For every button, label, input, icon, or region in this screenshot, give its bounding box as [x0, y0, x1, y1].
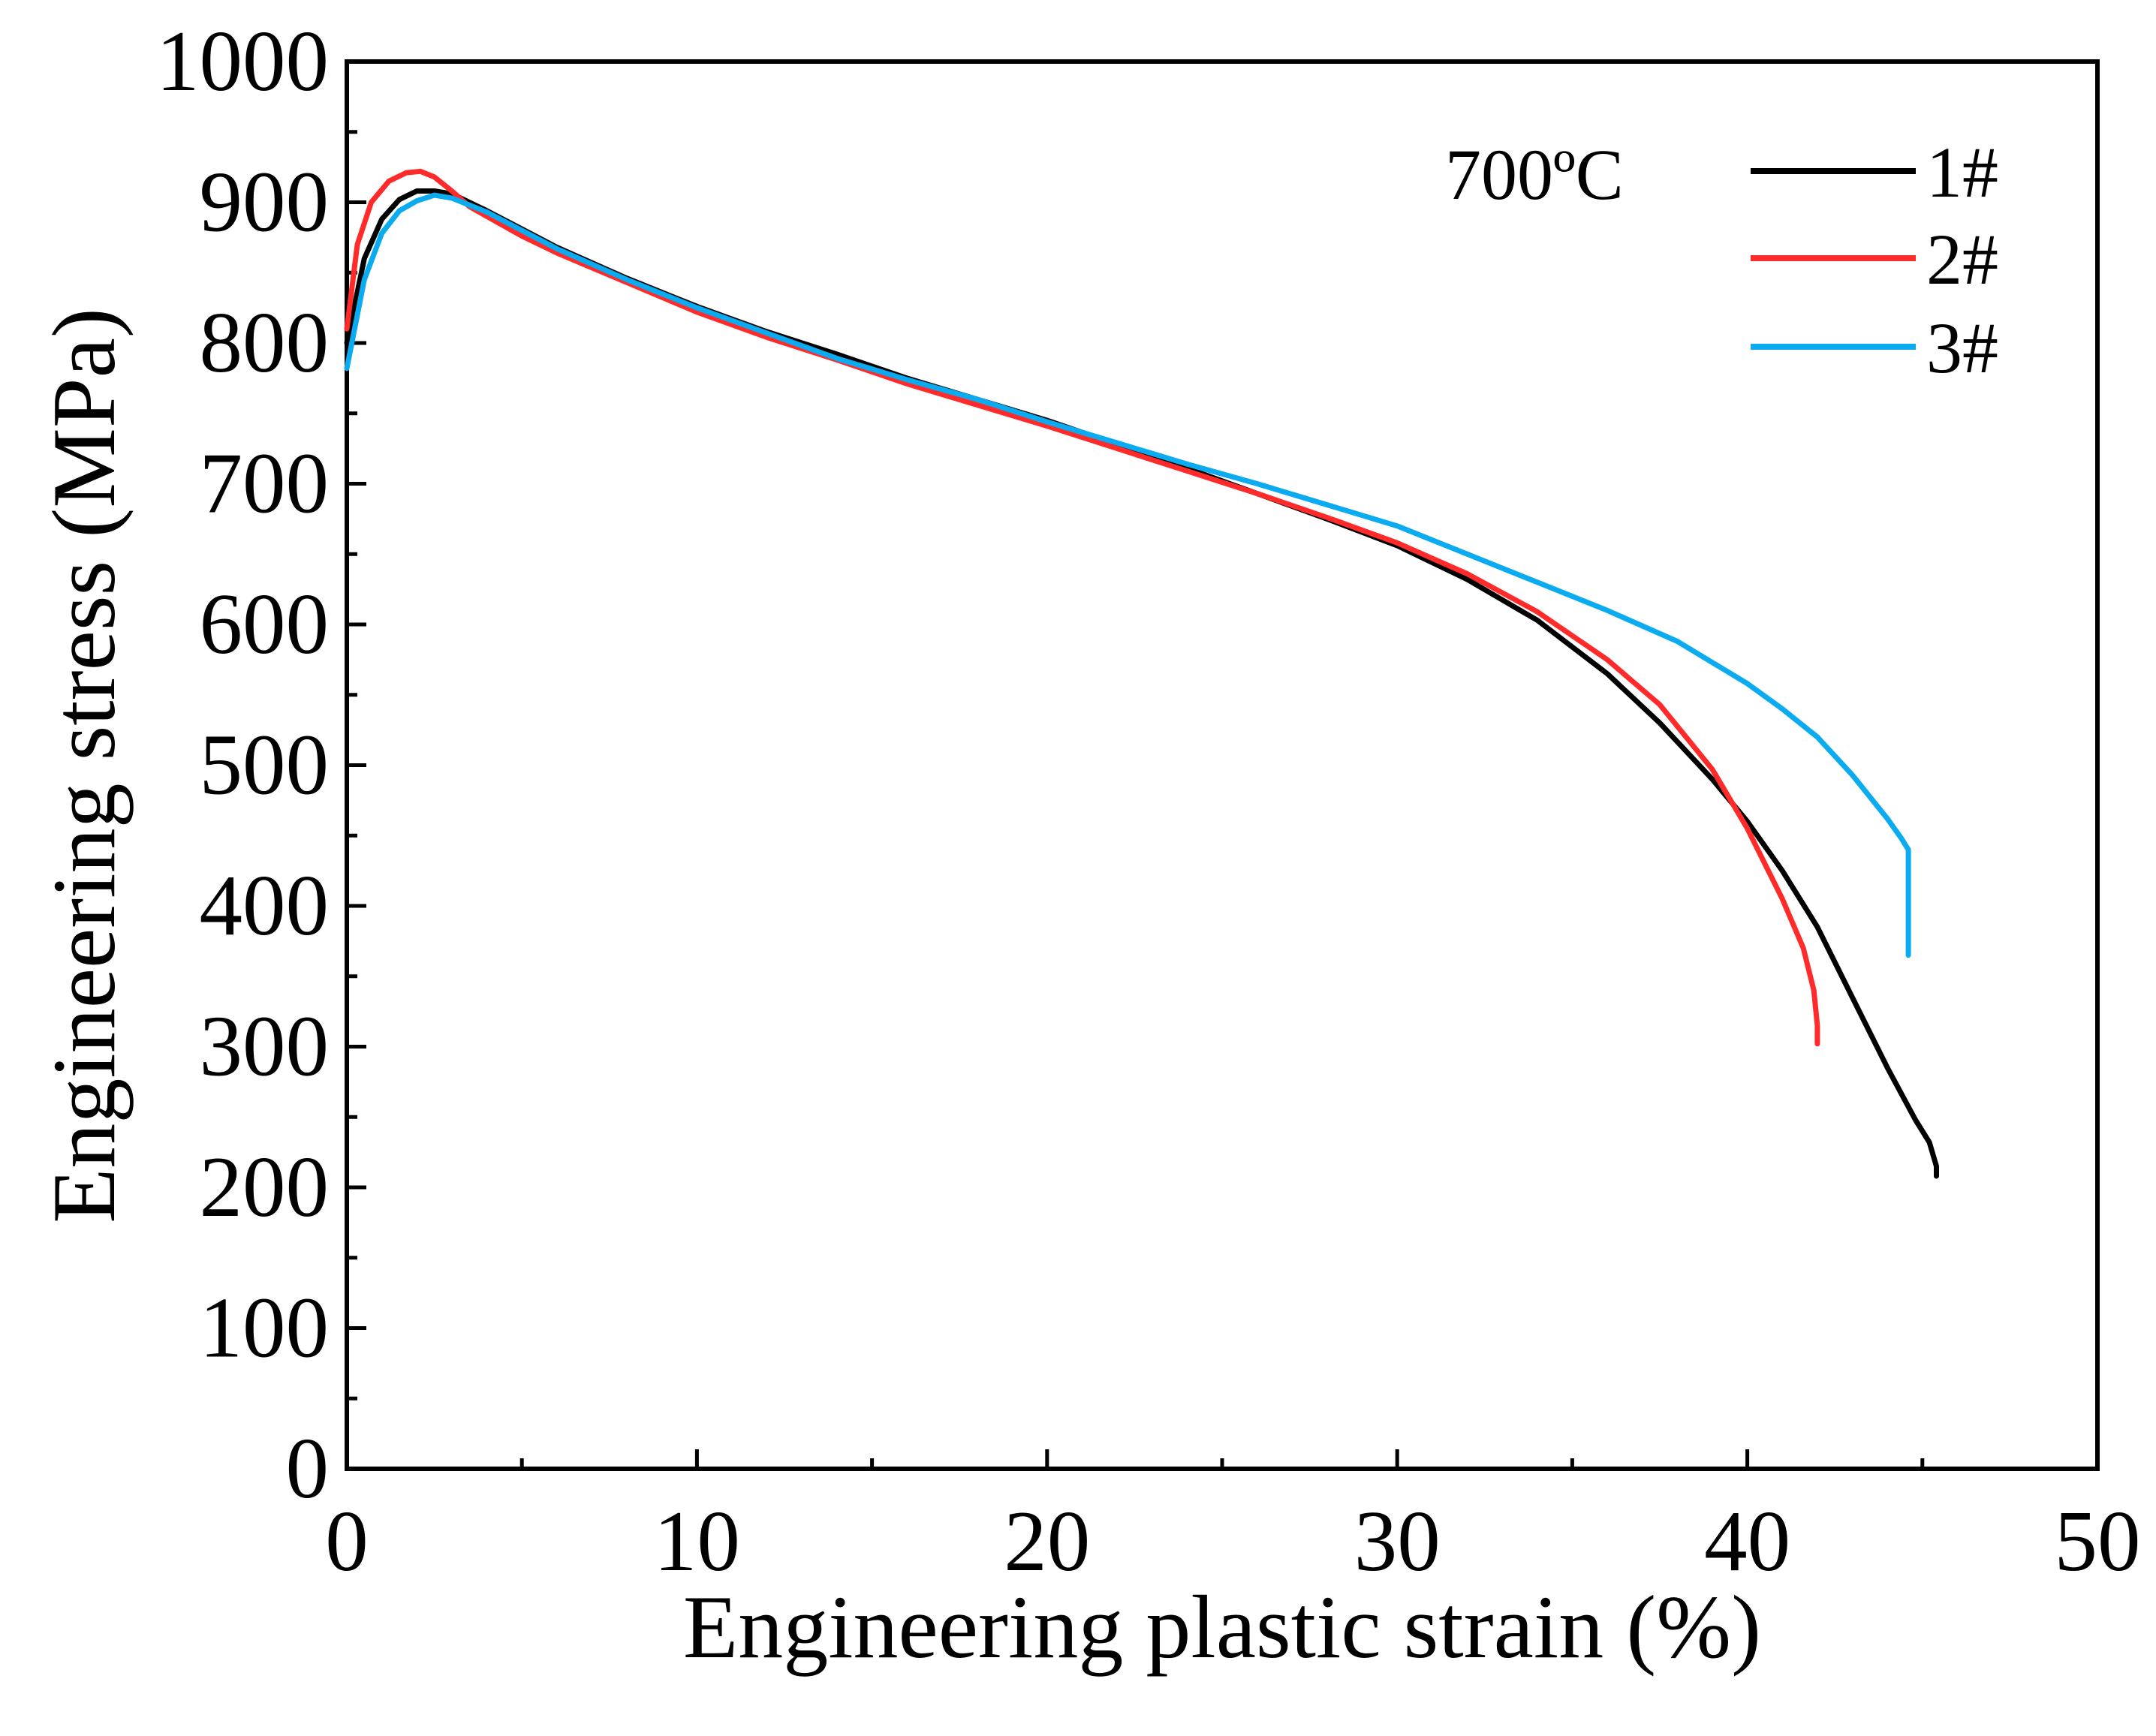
legend-label-2: 2# [1926, 219, 1998, 299]
y-tick-label: 500 [200, 718, 330, 813]
y-tick-label: 1000 [156, 14, 329, 109]
y-tick-label: 700 [200, 436, 330, 531]
x-tick-label: 30 [1354, 1494, 1441, 1589]
annotation-temperature: 700ºC [1445, 134, 1624, 215]
y-tick-label: 600 [200, 576, 330, 672]
series-line-3 [344, 192, 1911, 958]
x-tick-label: 40 [1704, 1494, 1790, 1589]
y-tick-label: 100 [200, 1280, 330, 1376]
y-tick-label: 300 [200, 999, 330, 1094]
series-line-1 [344, 188, 1939, 1179]
y-axis: 0 100 200 300 400 500 600 700 800 900 1000 [156, 14, 366, 1516]
y-tick-label: 200 [200, 1139, 330, 1235]
x-tick-label: 10 [654, 1494, 740, 1589]
x-axis-title: Engineering plastic strain (%) [683, 1577, 1761, 1677]
legend-label-1: 1# [1926, 132, 1998, 212]
x-tick-label: 0 [325, 1494, 369, 1589]
x-axis: 0 10 20 30 40 50 [325, 1449, 2141, 1589]
legend-label-3: 3# [1926, 308, 1998, 388]
x-tick-label: 20 [1004, 1494, 1090, 1589]
legend: 1#2# 3# [1751, 132, 1998, 388]
y-tick-label: 400 [200, 858, 330, 953]
data-series [344, 168, 1939, 1179]
y-tick-label: 0 [286, 1421, 330, 1516]
x-tick-label: 50 [2055, 1494, 2141, 1589]
y-tick-label: 900 [200, 155, 330, 250]
y-axis-title: Engineering stress (MPa) [34, 308, 134, 1223]
y-tick-label: 800 [200, 295, 330, 390]
series-line-2 [344, 168, 1820, 1047]
